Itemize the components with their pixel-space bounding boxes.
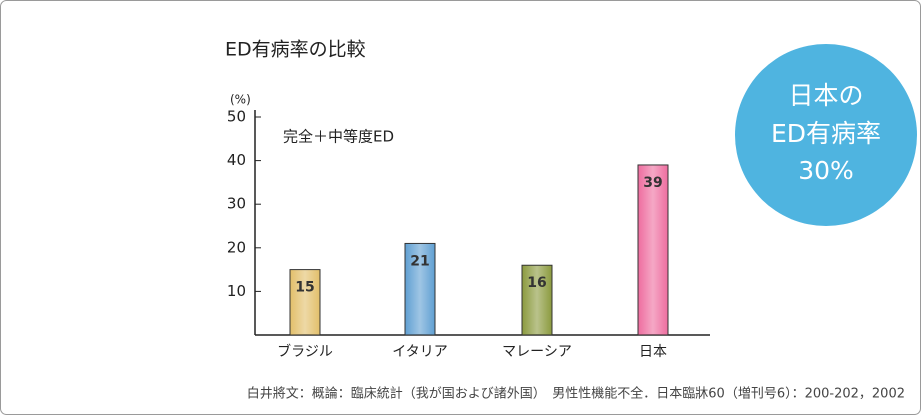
bar (521, 264, 553, 336)
x-tick-label: マレーシア (502, 344, 572, 360)
value-label: 39 (643, 175, 662, 191)
y-tick-label: 30 (227, 195, 246, 213)
y-tick-label: 50 (227, 108, 246, 126)
bar (289, 269, 321, 336)
value-label: 15 (295, 280, 314, 296)
value-label: 21 (410, 253, 429, 269)
chart-title: ED有病率の比較 (225, 39, 366, 61)
badge (735, 44, 917, 226)
badge-text: 日本の (788, 81, 863, 110)
y-tick-label: 10 (227, 282, 246, 300)
x-tick-label: 日本 (639, 344, 667, 360)
badge-text: 30% (798, 156, 854, 185)
badge-text: ED有病率 (771, 119, 881, 148)
y-tick-label: 40 (227, 151, 246, 169)
bar (637, 164, 669, 336)
x-tick-label: ブラジル (277, 343, 333, 360)
y-tick-label: 20 (227, 238, 246, 256)
source-note: 白井將文：概論：臨床統計（我が国および諸外国） 男性性機能不全．日本臨牀60（増… (247, 386, 905, 402)
bar (404, 242, 436, 336)
y-axis-label: (%) (230, 93, 251, 107)
x-tick-label: イタリア (392, 344, 447, 360)
subtitle: 完全＋中等度ED (283, 128, 394, 146)
value-label: 16 (527, 275, 546, 291)
